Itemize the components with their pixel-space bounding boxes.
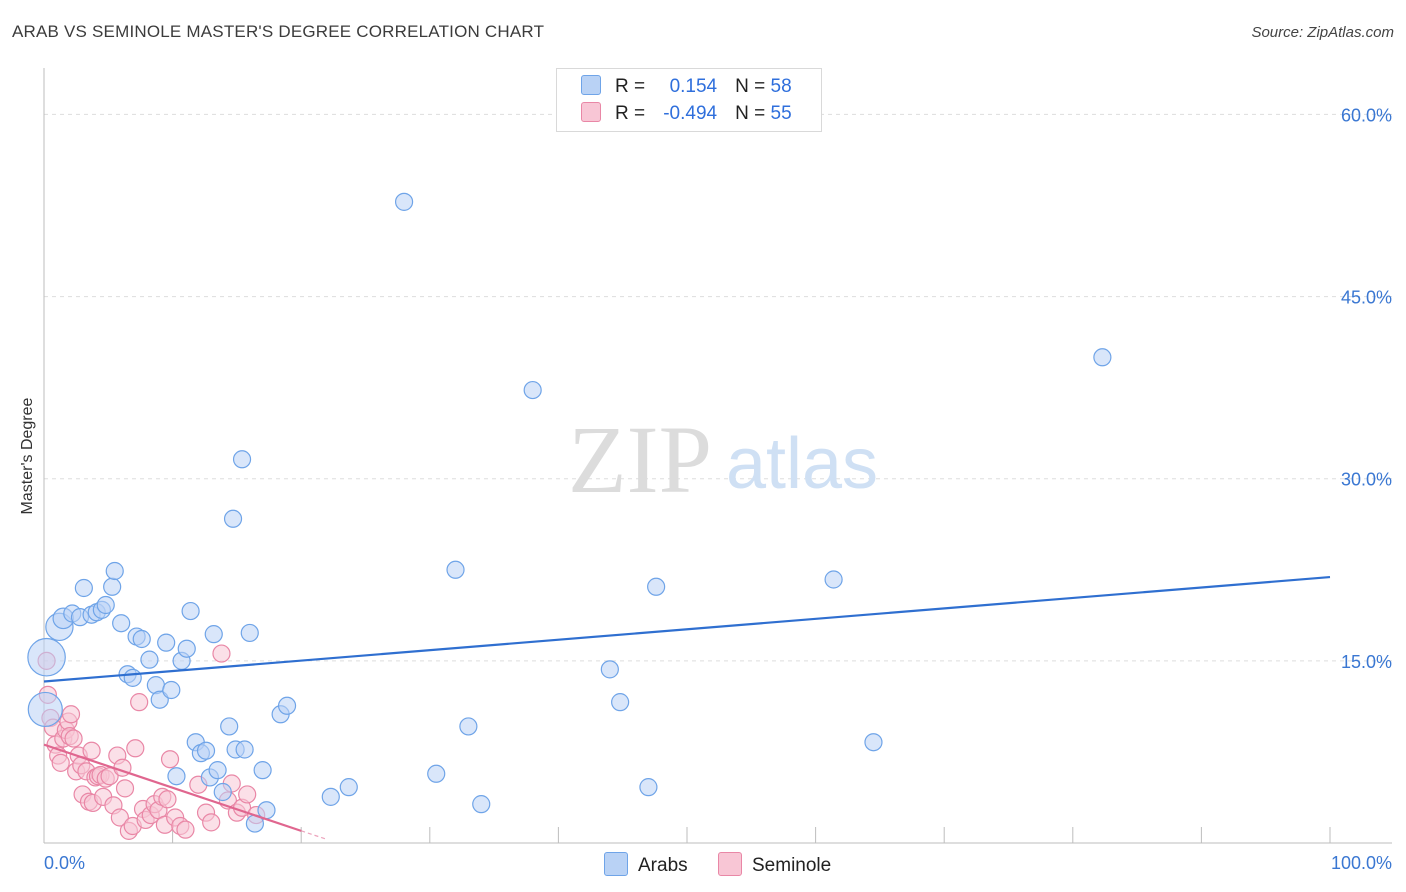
arabs-point (223, 509, 243, 528)
arabs-point (27, 691, 63, 728)
arabs-point (112, 614, 131, 633)
tick-labels: 15.0% 30.0% 45.0% 60.0% 0.0% 100.0% (44, 105, 1392, 873)
legend-r-value-arabs: 0.154 (669, 76, 718, 97)
watermark-atlas: atlas (726, 424, 878, 504)
arabs-point (824, 570, 843, 589)
arabs-point (132, 629, 151, 649)
arabs-point (157, 633, 176, 652)
arabs-point (1093, 348, 1112, 367)
arabs-point (253, 761, 272, 780)
watermark-zip: ZIP (568, 406, 712, 513)
arabs-point (140, 650, 159, 669)
arabs-point (647, 577, 666, 596)
arabs-point (639, 778, 658, 797)
seminole-trend-extension (301, 830, 328, 840)
legend-r-label: R = (615, 103, 646, 124)
seminole-point (126, 739, 145, 758)
correlation-legend: R = 0.154 N = 58 R = -0.494 N = 55 (556, 68, 822, 132)
seminole-point (64, 729, 83, 748)
arabs-point (123, 668, 142, 687)
y-tick-label: 45.0% (1341, 288, 1392, 308)
grid-lines (44, 113, 1392, 662)
seminole-point (176, 820, 195, 839)
bottom-legend-arabs: Arabs (604, 852, 688, 877)
arabs-point (74, 578, 93, 598)
arabs-point (213, 782, 232, 802)
legend-n-label: N = (735, 103, 766, 124)
legend-swatch-seminole (581, 102, 601, 122)
bottom-legend-label-seminole: Seminole (752, 855, 832, 876)
trend-lines (43, 575, 1331, 840)
arabs-point (105, 561, 124, 581)
arabs-point (427, 764, 446, 783)
seminole-point (115, 779, 135, 798)
x-tick-label: 100.0% (1331, 853, 1392, 873)
x-tick-label: 0.0% (44, 853, 85, 873)
arabs-point (167, 767, 186, 786)
arabs-point (181, 601, 200, 621)
seminole-point (130, 693, 149, 712)
arabs-point (459, 717, 478, 736)
seminole-point (158, 790, 177, 809)
data-points (27, 192, 1112, 840)
arabs-trend-line (43, 575, 1331, 683)
arabs-point (394, 192, 414, 211)
y-tick-label: 60.0% (1341, 105, 1392, 125)
arabs-point (232, 450, 252, 469)
legend-n-value-seminole: 55 (770, 103, 792, 124)
legend-row-seminole: R = -0.494 N = 55 (581, 102, 792, 126)
arabs-point (220, 717, 239, 736)
arabs-point (864, 733, 883, 752)
seminole-point (238, 785, 257, 804)
y-tick-label: 15.0% (1341, 652, 1392, 672)
seminole-point (212, 644, 231, 663)
bottom-legend-label-arabs: Arabs (638, 855, 688, 876)
bottom-legend-seminole: Seminole (718, 852, 831, 877)
arabs-point (150, 690, 169, 709)
seminole-point (110, 808, 129, 827)
chart-title: ARAB VS SEMINOLE MASTER'S DEGREE CORRELA… (12, 22, 545, 41)
arabs-point (611, 693, 630, 712)
seminole-point (82, 741, 101, 760)
arabs-point (103, 577, 122, 596)
legend-r-label: R = (615, 76, 646, 97)
arabs-point (196, 741, 216, 760)
arabs-point (277, 696, 297, 715)
arabs-point (208, 761, 227, 780)
arabs-point (162, 680, 181, 700)
source-label: Source: ZipAtlas.com (1251, 24, 1394, 41)
arabs-point (177, 639, 196, 658)
arabs-point (240, 623, 259, 643)
arabs-point (472, 795, 491, 814)
arabs-point (27, 637, 66, 677)
y-tick-label: 30.0% (1341, 470, 1392, 490)
arabs-point (446, 560, 465, 579)
seminole-point (51, 753, 70, 772)
arabs-point (339, 778, 358, 797)
arabs-point (204, 625, 223, 644)
bottom-legend-swatch-seminole (718, 852, 742, 876)
legend-swatch-arabs (581, 75, 601, 95)
arabs-point (523, 380, 542, 400)
legend-r-value-seminole: -0.494 (663, 103, 718, 124)
legend-n-value-arabs: 58 (770, 76, 792, 97)
legend-n-label: N = (735, 76, 766, 97)
seminole-point (61, 705, 81, 724)
seminole-trend-line (43, 743, 302, 832)
bottom-legend-swatch-arabs (604, 852, 628, 876)
seminole-point (160, 750, 180, 769)
arabs-point (96, 595, 115, 615)
arabs-point (321, 787, 340, 806)
arabs-point (235, 740, 254, 759)
arabs-point (600, 660, 619, 679)
seminole-point (202, 813, 221, 832)
legend-row-arabs: R = 0.154 N = 58 (581, 75, 792, 99)
